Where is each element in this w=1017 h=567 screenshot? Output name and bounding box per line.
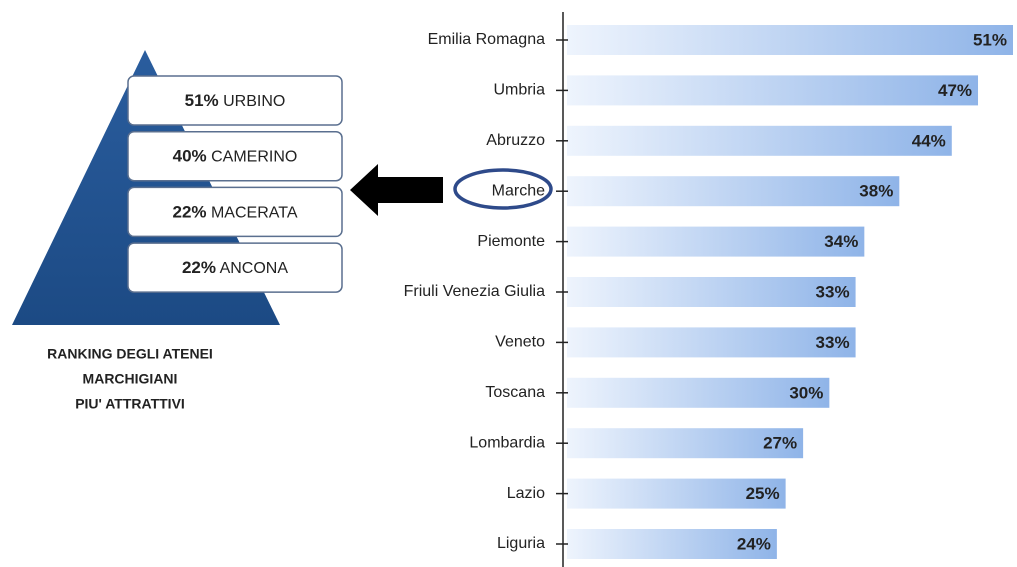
category-label: Emilia Romagna: [428, 31, 545, 48]
value-label: 38%: [859, 182, 893, 201]
category-label: Veneto: [495, 334, 545, 351]
ranking-box: [127, 130, 343, 182]
ranking-name: URBINO: [223, 93, 285, 110]
bar: [567, 226, 865, 257]
ranking-box: [127, 186, 343, 238]
ranking-text: 22% MACERATA: [172, 203, 297, 222]
category-label: Piemonte: [477, 233, 545, 250]
ranking-text: 51% URBINO: [185, 91, 286, 110]
ranking-text: 40% CAMERINO: [173, 147, 298, 166]
bar: [567, 125, 952, 156]
ranking-text: 22% ANCONA: [182, 259, 288, 278]
ranking-name: ANCONA: [220, 260, 289, 277]
bar: [567, 277, 856, 307]
category-label: Liguria: [497, 535, 545, 552]
value-label: 51%: [973, 30, 1007, 49]
highlight-circle: [453, 168, 553, 210]
category-label: Lazio: [507, 485, 545, 502]
bar: [567, 75, 979, 106]
arrow: [350, 164, 443, 216]
ranking-percent: 22%: [182, 259, 216, 278]
caption: MARCHIGIANI: [83, 371, 178, 387]
bar: [567, 25, 1013, 55]
ranking-percent: 22%: [172, 203, 206, 222]
bar: [567, 377, 830, 408]
ranking-name: CAMERINO: [211, 149, 297, 166]
ranking-box: [127, 75, 343, 126]
category-label: Friuli Venezia Giulia: [404, 283, 546, 300]
value-label: 33%: [816, 282, 850, 301]
value-label: 30%: [789, 383, 823, 402]
caption: PIU' ATTRATTIVI: [75, 396, 185, 412]
bar: [567, 529, 777, 559]
ranking-percent: 40%: [173, 147, 207, 166]
category-label: Umbria: [493, 82, 545, 99]
value-label: 27%: [763, 434, 797, 453]
ranking-percent: 51%: [185, 91, 219, 110]
ranking-name: MACERATA: [211, 205, 298, 222]
bar: [567, 176, 900, 207]
value-label: 44%: [912, 131, 946, 150]
category-label: Marche: [492, 182, 545, 199]
category-label: Abruzzo: [486, 132, 545, 149]
category-label: Toscana: [485, 384, 545, 401]
value-label: 33%: [816, 333, 850, 352]
bar: [567, 428, 804, 459]
ranking-box: [127, 242, 343, 293]
caption: RANKING DEGLI ATENEI: [47, 346, 213, 362]
bar: [567, 478, 786, 509]
value-label: 24%: [737, 534, 771, 553]
category-label: Lombardia: [469, 434, 545, 451]
value-label: 25%: [746, 484, 780, 503]
value-label: 47%: [938, 81, 972, 100]
value-label: 34%: [824, 232, 858, 251]
bar: [567, 327, 856, 358]
